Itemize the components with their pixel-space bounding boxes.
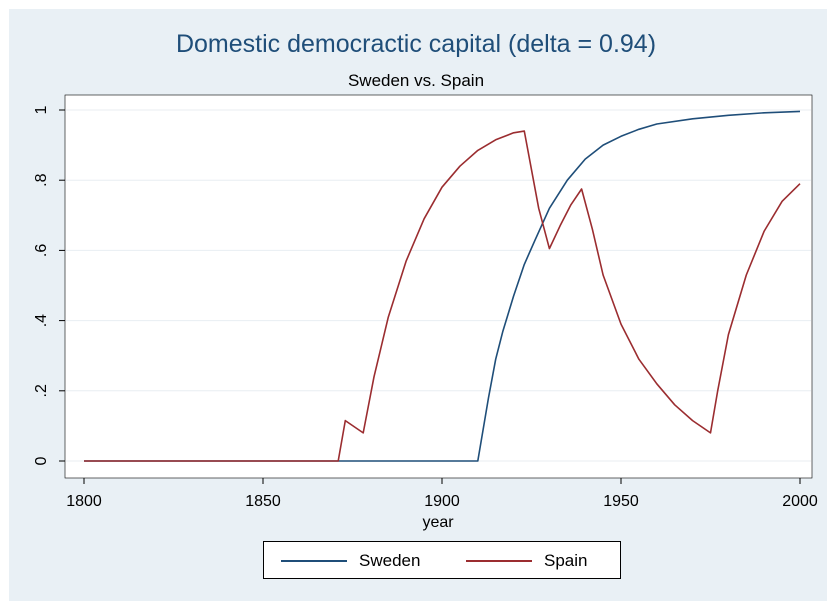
x-tick-label: 2000 — [782, 493, 818, 510]
legend-swatch-spain — [466, 560, 532, 562]
chart-title: Domestic democractic capital (delta = 0.… — [175, 30, 657, 58]
legend: Sweden Spain — [263, 541, 621, 579]
x-axis-label: year — [422, 514, 454, 531]
legend-item-spain: Spain — [466, 542, 587, 580]
y-tick-label: 1 — [33, 105, 50, 114]
series-line-sweden — [84, 110, 801, 462]
x-tick-label: 1900 — [424, 493, 460, 510]
x-tick-label: 1850 — [245, 493, 281, 510]
y-tick-label: .4 — [33, 314, 50, 327]
y-tick-label: .2 — [33, 384, 50, 397]
legend-label-spain: Spain — [544, 551, 588, 570]
x-tick-label: 1950 — [603, 493, 639, 510]
y-tick-label: .8 — [33, 173, 50, 186]
y-tick-label: 0 — [33, 456, 50, 465]
y-tick-label: .6 — [33, 244, 50, 257]
plot-area — [64, 94, 813, 479]
chart-subtitle: Sweden vs. Spain — [347, 71, 485, 90]
x-tick-label: 1800 — [66, 493, 102, 510]
legend-item-sweden: Sweden — [281, 542, 420, 580]
legend-label-sweden: Sweden — [359, 551, 421, 570]
legend-swatch-sweden — [281, 560, 347, 562]
series-line-spain — [84, 130, 801, 462]
